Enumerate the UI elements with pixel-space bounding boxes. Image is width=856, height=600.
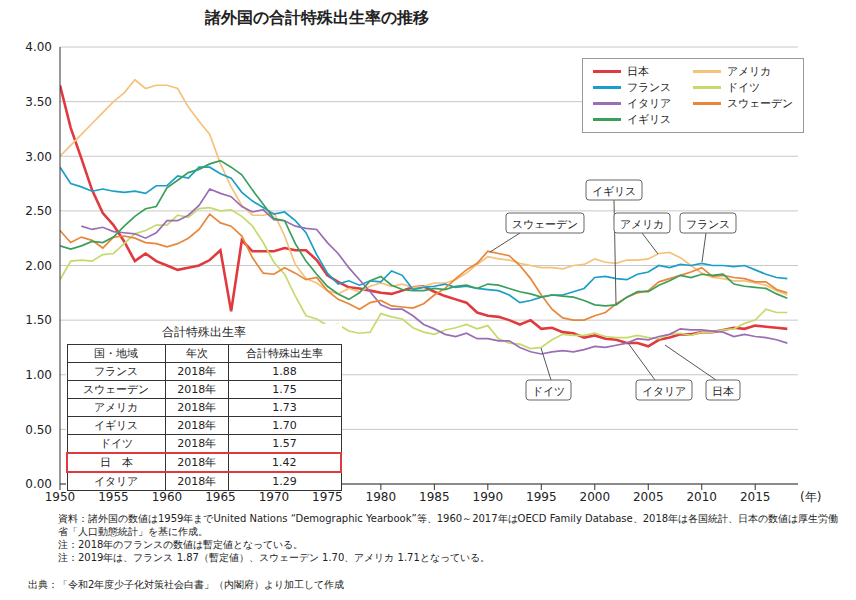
html-text:注：2018年のフランスの数値は暫定値となっている。: 注：2018年のフランスの数値は暫定値となっている。 bbox=[58, 539, 304, 550]
html-text:注：2019年は、フランス 1.87（暫定値）、スウェーデン: 注：2019年は、フランス 1.87（暫定値）、スウェーデン 1.70、アメリカ… bbox=[58, 552, 490, 563]
html-text:2018年: 2018年 bbox=[177, 383, 217, 396]
html-text:年次: 年次 bbox=[185, 347, 208, 360]
html-text:出典：「令和2年度少子化対策社会白書」（内閣府）より加工して: 出典：「令和2年度少子化対策社会白書」（内閣府）より加工して作成 bbox=[28, 579, 345, 590]
html-text:アメリカ: アメリカ bbox=[94, 401, 139, 414]
svg-text:スウェーデン: スウェーデン bbox=[512, 218, 578, 231]
svg-text:アメリカ: アメリカ bbox=[620, 218, 664, 231]
svg-text:2000: 2000 bbox=[580, 490, 611, 504]
html-text:2018年: 2018年 bbox=[177, 475, 217, 488]
html-text:1.29: 1.29 bbox=[272, 475, 297, 488]
svg-text:1970: 1970 bbox=[259, 490, 290, 504]
svg-text:ドイツ: ドイツ bbox=[532, 385, 565, 398]
svg-text:0.50: 0.50 bbox=[25, 423, 52, 437]
svg-text:1995: 1995 bbox=[526, 490, 557, 504]
html-text:1.73: 1.73 bbox=[272, 401, 297, 414]
html-text:アメリカ: アメリカ bbox=[727, 65, 771, 78]
svg-text:0.00: 0.00 bbox=[25, 477, 52, 491]
html-text:ドイツ: ドイツ bbox=[727, 81, 760, 94]
svg-text:3.00: 3.00 bbox=[25, 150, 52, 164]
html-text:2018年: 2018年 bbox=[177, 365, 217, 378]
svg-text:3.50: 3.50 bbox=[25, 95, 52, 109]
html-text:諸外国の合計特殊出生率の推移: 諸外国の合計特殊出生率の推移 bbox=[205, 8, 429, 27]
html-text:日本: 日本 bbox=[627, 65, 649, 78]
html-text:1.88: 1.88 bbox=[272, 365, 297, 378]
svg-text:1975: 1975 bbox=[312, 490, 343, 504]
svg-text:1985: 1985 bbox=[419, 490, 450, 504]
html-text:(年): (年) bbox=[800, 490, 822, 504]
html-text:1.42: 1.42 bbox=[272, 456, 297, 469]
html-text:フランス: フランス bbox=[627, 81, 671, 94]
svg-text:2005: 2005 bbox=[633, 490, 664, 504]
html-text:1.70: 1.70 bbox=[272, 419, 297, 432]
svg-text:イタリア: イタリア bbox=[642, 385, 686, 398]
svg-text:2.50: 2.50 bbox=[25, 204, 52, 218]
html-text:資料：諸外国の数値は1959年までUnited Nation: 資料：諸外国の数値は1959年までUnited Nations “Demogra… bbox=[58, 513, 839, 537]
svg-text:4.00: 4.00 bbox=[25, 40, 52, 54]
svg-text:日本: 日本 bbox=[712, 385, 734, 398]
svg-text:1.00: 1.00 bbox=[25, 368, 52, 382]
html-text:スウェーデン: スウェーデン bbox=[727, 97, 793, 110]
svg-text:1.50: 1.50 bbox=[25, 313, 52, 327]
html-text:イタリア: イタリア bbox=[94, 475, 139, 488]
svg-text:1990: 1990 bbox=[473, 490, 504, 504]
html-text:フランス: フランス bbox=[94, 365, 139, 378]
svg-text:1955: 1955 bbox=[98, 490, 129, 504]
html-text:2018年: 2018年 bbox=[177, 437, 217, 450]
svg-text:1980: 1980 bbox=[366, 490, 397, 504]
html-text:イギリス: イギリス bbox=[94, 419, 139, 432]
html-text:2018年: 2018年 bbox=[177, 419, 217, 432]
svg-text:2015: 2015 bbox=[740, 490, 771, 504]
svg-text:2.00: 2.00 bbox=[25, 259, 52, 273]
html-text:1.57: 1.57 bbox=[272, 437, 297, 450]
html-text:スウェーデン: スウェーデン bbox=[83, 383, 150, 396]
html-text:イタリア: イタリア bbox=[627, 97, 671, 110]
svg-text:1965: 1965 bbox=[205, 490, 236, 504]
html-text:2018年: 2018年 bbox=[177, 456, 217, 469]
html-text:合計特殊出生率: 合計特殊出生率 bbox=[162, 325, 246, 339]
svg-text:1960: 1960 bbox=[152, 490, 183, 504]
svg-text:フランス: フランス bbox=[686, 218, 730, 231]
html-text:日 本: 日 本 bbox=[99, 456, 133, 469]
html-text:1.75: 1.75 bbox=[272, 383, 297, 396]
html-text:2018年: 2018年 bbox=[177, 401, 217, 414]
html-text:国・地域: 国・地域 bbox=[94, 347, 139, 360]
html-text:イギリス: イギリス bbox=[627, 113, 671, 126]
html-text:ドイツ: ドイツ bbox=[99, 437, 133, 450]
svg-text:イギリス: イギリス bbox=[592, 185, 636, 198]
svg-text:1950: 1950 bbox=[45, 490, 76, 504]
svg-text:2010: 2010 bbox=[686, 490, 717, 504]
html-text:合計特殊出生率: 合計特殊出生率 bbox=[246, 347, 324, 360]
